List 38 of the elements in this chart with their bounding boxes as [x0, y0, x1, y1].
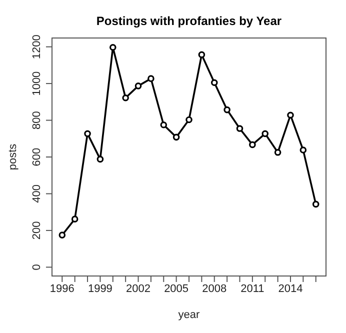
point — [148, 75, 154, 82]
point — [249, 141, 256, 148]
chart-title: Postings with profanties by Year — [95, 14, 283, 28]
point — [224, 106, 230, 114]
point — [109, 44, 116, 51]
point — [134, 82, 142, 90]
point — [84, 130, 91, 138]
point — [274, 149, 282, 156]
y-tick-label: 0 — [31, 264, 43, 270]
point — [160, 121, 168, 128]
x-tick-label: 2008 — [202, 282, 227, 295]
y-tick-label: 400 — [31, 184, 43, 203]
x-tick-label: 2014 — [278, 282, 303, 295]
y-tick-label: 1000 — [31, 71, 43, 96]
x-axis-title: year — [178, 309, 200, 321]
x-tick-label: 2011 — [240, 282, 264, 295]
point — [96, 156, 104, 163]
point — [300, 146, 307, 154]
x-tick-label: 1996 — [50, 282, 74, 295]
point — [236, 125, 244, 132]
point — [210, 79, 218, 86]
point — [312, 200, 320, 208]
point — [198, 51, 206, 58]
point — [58, 232, 66, 238]
point — [186, 116, 192, 124]
point — [71, 216, 78, 222]
point — [122, 94, 129, 102]
x-tick-label: 2005 — [164, 282, 189, 295]
y-tick-label: 1200 — [31, 34, 43, 60]
x-tick-label: 1999 — [88, 282, 112, 295]
point — [262, 130, 269, 138]
point — [172, 134, 180, 141]
y-tick-label: 600 — [31, 148, 43, 166]
y-tick-label: 200 — [31, 221, 43, 240]
x-tick-label: 2002 — [126, 282, 150, 295]
y-axis-title: posts — [6, 143, 19, 170]
point — [287, 112, 294, 119]
y-tick-label: 800 — [31, 111, 43, 130]
